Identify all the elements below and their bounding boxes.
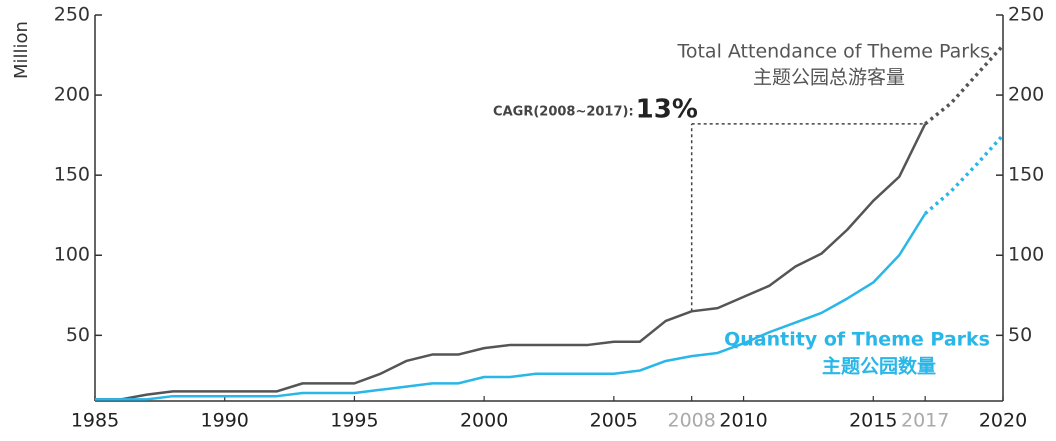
x-tick-label: 2008 (668, 410, 716, 432)
x-tick-label: 2017 (901, 410, 949, 432)
series-line-forecast (924, 133, 1005, 215)
y2-tick-label: 50 (1008, 324, 1032, 346)
series-line (95, 123, 927, 401)
x-tick-label: 1995 (330, 410, 378, 432)
x-tick-label: 2020 (979, 410, 1027, 432)
y2-tick-label: 100 (1008, 244, 1044, 266)
legend-sublabel: 主题公园数量 (822, 355, 936, 378)
y2-tick-label: 200 (1008, 84, 1044, 106)
x-tick-label: 1990 (201, 410, 249, 432)
cagr-value: 13% (636, 94, 698, 124)
legend-label: Total Attendance of Theme Parks (676, 41, 990, 63)
series-line (95, 212, 927, 401)
x-tick-label: 1985 (71, 410, 119, 432)
y-axis-label: Million (11, 21, 32, 79)
series-line-forecast (924, 44, 1005, 126)
y-tick-label: 150 (54, 164, 90, 186)
y2-tick-label: 250 (1008, 4, 1044, 26)
x-tick-label: 2000 (460, 410, 508, 432)
x-tick-label: 2005 (590, 410, 638, 432)
legend-sublabel: 主题公园总游客量 (753, 67, 905, 89)
y-tick-label: 200 (54, 84, 90, 106)
x-tick-label: 2010 (719, 410, 767, 432)
legend-label: Quantity of Theme Parks (724, 329, 990, 351)
y2-tick-label: 150 (1008, 164, 1044, 186)
y-tick-label: 100 (54, 244, 90, 266)
y-tick-label: 50 (66, 324, 90, 346)
cagr-label: CAGR(2008~2017): (493, 104, 634, 119)
y-tick-label: 250 (54, 4, 90, 26)
x-tick-label: 2015 (849, 410, 897, 432)
